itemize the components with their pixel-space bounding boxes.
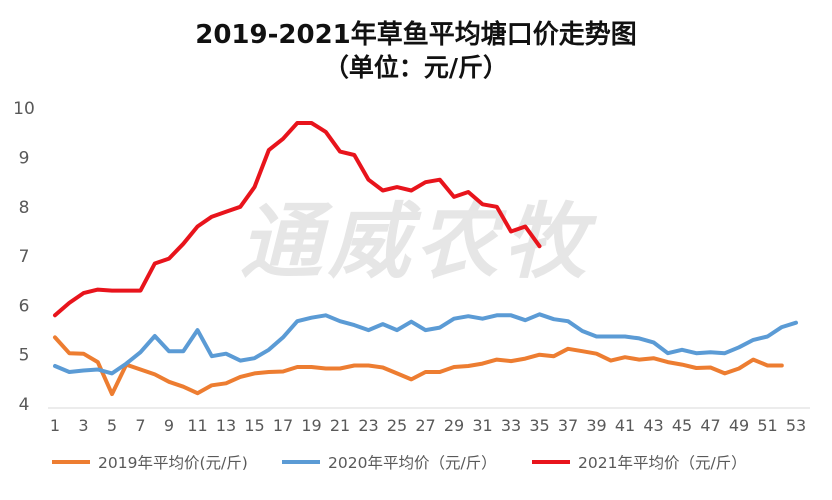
x-tick-label: 27 <box>415 416 435 435</box>
x-tick-label: 19 <box>301 416 321 435</box>
y-tick-label: 6 <box>19 296 30 316</box>
x-tick-label: 35 <box>529 416 549 435</box>
legend-label-3: 2021年平均价（元/斤） <box>578 454 747 472</box>
y-tick-label: 4 <box>19 395 30 415</box>
x-tick-label: 29 <box>444 416 464 435</box>
x-tick-label: 53 <box>786 416 806 435</box>
x-tick-label: 21 <box>330 416 350 435</box>
y-tick-label: 8 <box>19 198 30 218</box>
x-tick-label: 39 <box>586 416 606 435</box>
series-line-3 <box>53 121 542 318</box>
x-tick-label: 45 <box>672 416 692 435</box>
legend-label-2: 2020年平均价（元/斤） <box>328 454 497 472</box>
x-tick-label: 17 <box>273 416 293 435</box>
x-tick-label: 31 <box>472 416 492 435</box>
x-tick-label: 33 <box>501 416 521 435</box>
x-tick-label: 3 <box>78 416 88 435</box>
x-tick-label: 41 <box>615 416 635 435</box>
watermark-text: 通威农牧 <box>240 195 598 290</box>
x-tick-label: 51 <box>757 416 777 435</box>
y-tick-label: 5 <box>19 346 30 366</box>
x-tick-label: 37 <box>558 416 578 435</box>
x-tick-label: 1 <box>50 416 60 435</box>
x-tick-label: 25 <box>387 416 407 435</box>
x-tick-label: 49 <box>729 416 749 435</box>
series-line-1 <box>53 335 784 397</box>
series-line-2 <box>53 312 798 376</box>
x-tick-label: 7 <box>135 416 145 435</box>
x-tick-label: 9 <box>164 416 174 435</box>
x-tick-label: 13 <box>216 416 236 435</box>
chart-title: 2019-2021年草鱼平均塘口价走势图 <box>195 20 637 50</box>
y-tick-label: 7 <box>19 247 30 267</box>
legend-label-1: 2019年平均价(元/斤) <box>98 454 248 472</box>
y-tick-label: 9 <box>19 149 30 169</box>
x-tick-label: 47 <box>700 416 720 435</box>
x-tick-label: 5 <box>107 416 117 435</box>
x-tick-label: 11 <box>187 416 207 435</box>
x-tick-label: 15 <box>244 416 264 435</box>
y-tick-label: 10 <box>13 99 35 119</box>
x-tick-label: 23 <box>358 416 378 435</box>
x-tick-label: 43 <box>643 416 663 435</box>
chart-subtitle: （单位：元/斤） <box>323 53 509 82</box>
